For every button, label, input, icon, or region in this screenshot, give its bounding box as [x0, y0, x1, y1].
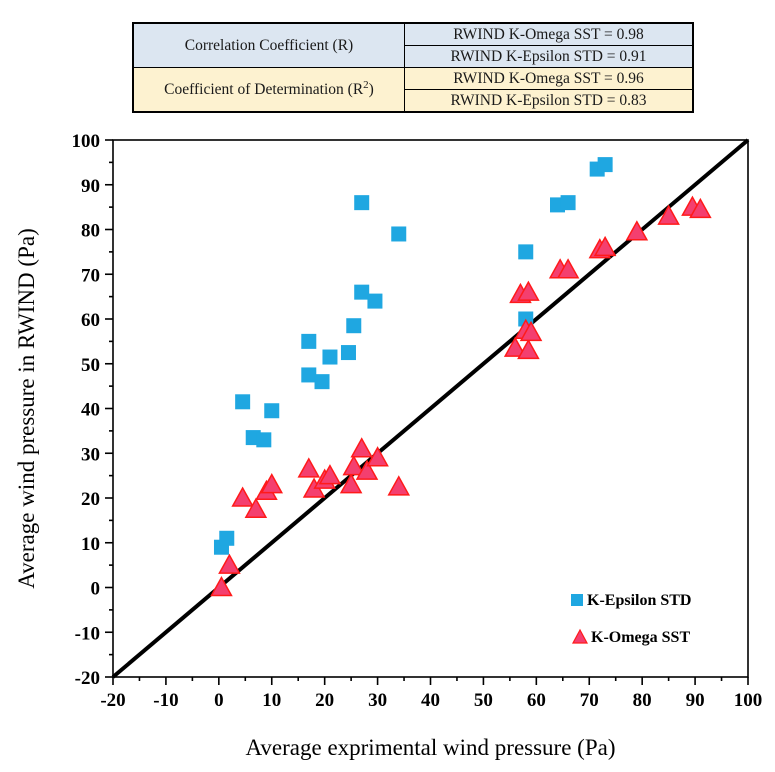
- data-point-triangle: [210, 575, 233, 597]
- data-point-square: [597, 157, 613, 173]
- table-row: RWIND K-Epsilon STD = 0.91: [133, 45, 694, 68]
- x-tick-label: 60: [527, 690, 546, 711]
- data-point-triangle: [355, 459, 379, 480]
- data-point-triangle: [593, 235, 617, 257]
- data-point-square: [340, 345, 356, 361]
- x-tick-label: 70: [580, 690, 599, 711]
- data-point-triangle: [244, 497, 268, 518]
- data-point-square: [518, 244, 534, 260]
- data-point-triangle: [657, 204, 680, 225]
- table-cell-correlation-label: Correlation Coefficient (R): [132, 22, 405, 68]
- table-cell-r2-kepsilon: RWIND K-Epsilon STD = 0.83: [404, 89, 694, 113]
- y-tick-label: 30: [81, 444, 100, 465]
- y-tick-label: 0: [91, 579, 101, 600]
- x-tick-label: 80: [633, 690, 652, 711]
- y-tick-label: 60: [81, 310, 100, 331]
- data-point-triangle: [689, 197, 712, 219]
- data-point-square: [301, 333, 317, 349]
- y-axis-title: Average wind pressure in RWIND (Pa): [14, 228, 39, 588]
- data-point-square: [560, 195, 576, 211]
- data-point-triangle: [387, 475, 411, 496]
- x-tick-label: 0: [214, 690, 224, 711]
- x-tick-label: -20: [100, 690, 125, 711]
- legend-triangle-icon: [571, 628, 589, 644]
- x-tick-label: -10: [153, 690, 178, 711]
- legend-label-komega: K-Omega SST: [591, 629, 690, 646]
- stats-table: Correlation Coefficient (R) RWIND K-Omeg…: [132, 22, 694, 113]
- data-point-triangle: [625, 220, 649, 241]
- data-point-square: [354, 284, 370, 300]
- correlation-label-text: Correlation Coefficient (R): [184, 37, 354, 55]
- table-row: Coefficient of Determination (R2) RWIND …: [132, 67, 694, 113]
- y-tick-label: 100: [72, 131, 101, 152]
- data-point-square: [354, 195, 370, 211]
- y-tick-label: -10: [75, 623, 100, 644]
- data-point-square: [256, 432, 272, 448]
- scatter-chart: -20 -10 0 10 20 30 40 50 60 70 80 90 100 -20 -10 0 10 20 3…: [14, 131, 763, 760]
- data-point-triangle: [260, 473, 284, 494]
- x-tick-label: 50: [474, 690, 493, 711]
- y-tick-label: 90: [81, 176, 100, 197]
- legend-label-kepsilon: K-Epsilon STD: [587, 592, 691, 609]
- data-point-square: [314, 374, 330, 390]
- x-tick-label: 30: [368, 690, 387, 711]
- table-cell-determination-label: Coefficient of Determination (R2): [132, 67, 405, 113]
- data-point-triangle: [339, 473, 363, 494]
- data-point-triangle: [231, 486, 254, 507]
- table-row: Correlation Coefficient (R) RWIND K-Omeg…: [132, 22, 694, 68]
- legend-square-icon: [571, 594, 583, 606]
- data-point-triangle: [350, 437, 373, 458]
- x-tick-label: 90: [686, 690, 705, 711]
- data-point-square: [322, 349, 338, 365]
- determination-label-text: Coefficient of Determination (R: [164, 81, 364, 99]
- x-tick-label: 10: [262, 690, 281, 711]
- x-tick-label: 20: [315, 690, 334, 711]
- data-point-triangle: [218, 553, 241, 574]
- y-tick-label: 50: [81, 355, 100, 376]
- data-point-triangle: [519, 320, 543, 342]
- table-cell-r2-komega: RWIND K-Omega SST = 0.96: [404, 67, 694, 90]
- table-row: RWIND K-Epsilon STD = 0.83: [133, 89, 694, 113]
- y-tick-label: -20: [75, 668, 100, 689]
- y-tick-label: 80: [81, 221, 100, 242]
- data-point-square: [391, 226, 407, 242]
- data-point-square: [264, 403, 280, 419]
- determination-label-sup: 2: [363, 79, 369, 92]
- determination-label-suffix: ): [368, 81, 374, 99]
- y-tick-label: 10: [81, 534, 100, 555]
- data-point-triangle: [556, 258, 580, 279]
- data-point-triangle: [517, 280, 540, 301]
- y-tick-label: 20: [81, 489, 100, 510]
- y-tick-label: 70: [81, 265, 100, 286]
- data-point-triangle: [503, 336, 527, 357]
- x-tick-label: 100: [734, 690, 763, 711]
- data-point-triangle: [517, 338, 540, 360]
- data-point-triangle: [342, 455, 366, 476]
- data-point-square: [219, 530, 235, 546]
- x-tick-label: 40: [421, 690, 440, 711]
- data-point-square: [346, 318, 362, 334]
- data-point-square: [301, 367, 317, 383]
- data-point-triangle: [318, 464, 342, 485]
- table-cell-r-komega: RWIND K-Omega SST = 0.98: [404, 22, 694, 46]
- data-point-triangle: [366, 446, 389, 467]
- x-axis-title: Average exprimental wind pressure (Pa): [246, 735, 616, 760]
- data-point-square: [235, 394, 251, 410]
- data-point-square: [367, 293, 383, 309]
- table-cell-r-kepsilon: RWIND K-Epsilon STD = 0.91: [404, 45, 694, 68]
- y-tick-label: 40: [81, 400, 100, 421]
- data-point-triangle: [297, 457, 321, 478]
